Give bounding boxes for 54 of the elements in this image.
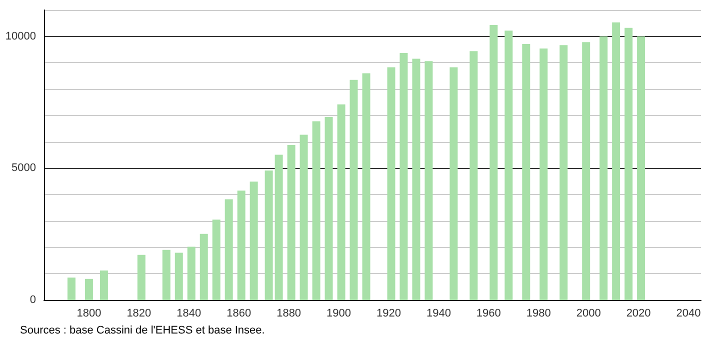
x-tick-label: 1840 [176,308,202,320]
x-tick-label: 1960 [476,308,501,320]
bar [174,252,183,300]
bar [387,67,396,300]
bar [337,104,346,300]
bar [470,51,478,300]
bar [200,234,208,300]
bar [504,30,513,300]
bar [424,61,433,300]
bar [84,278,93,300]
bar [624,28,633,300]
bar [540,48,548,300]
bar [600,36,608,300]
bar [350,80,358,300]
x-tick-label: 1900 [326,308,352,320]
bar [412,58,420,300]
x-tick-label: 2040 [676,308,701,320]
bar [67,278,76,300]
source-note: Sources : base Cassini de l'EHESS et base Insee. [20,324,265,336]
bar [100,270,108,300]
bar [400,52,408,300]
bar [287,144,296,300]
bar [237,190,246,300]
bar [582,42,590,300]
x-tick-label: 1920 [376,308,401,320]
bar [137,254,146,300]
x-tick-label: 2020 [626,308,651,320]
x-tick-label: 1880 [276,308,302,320]
bar [162,250,170,300]
x-tick-label: 1940 [426,308,451,320]
y-tick-label: 5000 [12,162,36,174]
bar [264,170,273,300]
bar [612,22,620,300]
bar [224,199,233,300]
bar [250,182,258,300]
x-tick-label: 1800 [76,308,102,320]
bar [522,44,530,300]
bar [490,25,498,300]
bar [312,121,320,300]
bar [637,36,646,300]
y-tick-label: 0 [30,294,36,306]
x-tick-label: 1980 [526,308,551,320]
x-tick-label: 1860 [226,308,252,320]
bar [187,246,196,300]
x-tick-label: 1820 [126,308,152,320]
bar [212,220,220,300]
bar [450,67,458,300]
bar [300,134,308,300]
bar [274,154,283,300]
bar [362,73,370,300]
bar [560,45,568,300]
y-tick-label: 10000 [5,30,36,42]
x-tick-label: 2000 [576,308,601,320]
bar [324,117,333,300]
